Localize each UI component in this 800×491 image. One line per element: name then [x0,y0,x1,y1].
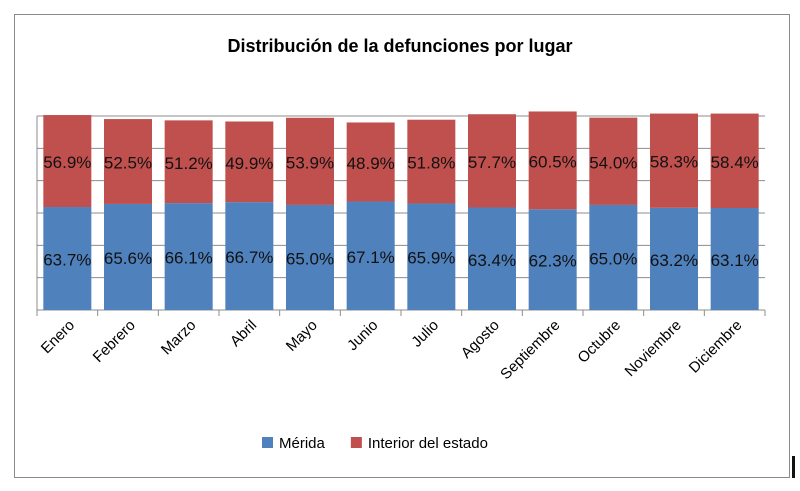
data-label: 49.9% [225,154,273,173]
bar-merida [286,204,334,310]
bar-interior [468,114,516,208]
data-label: 53.9% [286,153,334,172]
data-label: 65.0% [589,249,637,268]
data-label: 56.9% [43,153,91,172]
x-tick-label: Febrero [90,317,139,366]
bar-merida [528,209,577,310]
data-label: 65.6% [104,249,152,268]
x-tick-label: Junio [344,317,381,354]
bar-merida [164,203,213,310]
data-label: 65.9% [407,249,455,268]
bar-interior [650,113,698,208]
legend-swatch [262,437,273,448]
bar-merida [589,204,638,310]
x-tick-label: Marzo [158,317,199,358]
data-label: 58.4% [711,153,759,172]
legend-swatch [350,437,362,448]
data-label: 63.1% [711,251,759,270]
data-label: 60.5% [529,152,577,171]
bar-merida [407,203,456,310]
data-label: 62.3% [529,252,577,271]
x-tick-label: Diciembre [686,317,746,377]
bar-merida [225,202,274,310]
data-label: 66.7% [225,248,273,267]
bar-merida [104,203,152,310]
data-label: 63.2% [650,251,698,270]
x-tick-label: Septiembre [497,317,563,383]
bar-merida [468,207,516,310]
bar-interior [164,120,213,204]
data-label: 51.8% [407,154,455,173]
x-tick-label: Noviembre [622,317,685,380]
bar-interior [589,117,638,205]
data-label: 66.1% [165,249,213,268]
bar-interior [43,115,92,208]
bar-interior [225,121,274,203]
data-label: 51.2% [165,154,213,173]
data-label: 65.0% [286,249,334,268]
data-label: 58.3% [650,153,698,172]
data-label: 63.7% [43,251,91,270]
bar-merida [43,207,92,310]
legend-label: Mérida [279,435,326,452]
chart-title: Distribución de la defunciones por lugar [227,36,572,56]
bar-interior [710,113,759,208]
data-label: 67.1% [347,248,395,267]
bar-merida [346,201,395,310]
text-cursor-mark [792,456,795,478]
x-tick-label: Agosto [458,317,503,362]
x-tick-label: Mayo [283,317,321,355]
bar-merida [650,207,698,310]
bar-merida [710,207,759,310]
bar-interior [346,122,395,202]
x-tick-label: Enero [38,317,78,357]
data-label: 63.4% [468,251,516,270]
x-tick-label: Octubre [574,317,624,367]
data-label: 57.7% [468,153,516,172]
legend-label: Interior del estado [368,435,488,452]
bar-interior [528,111,577,210]
bar-interior [104,119,152,204]
data-label: 48.9% [347,154,395,173]
x-tick-label: Julio [408,317,442,351]
data-label: 54.0% [589,153,637,172]
data-label: 52.5% [104,154,152,173]
bar-interior [286,117,334,205]
x-tick-label: Abril [227,317,260,350]
bar-interior [407,119,456,204]
